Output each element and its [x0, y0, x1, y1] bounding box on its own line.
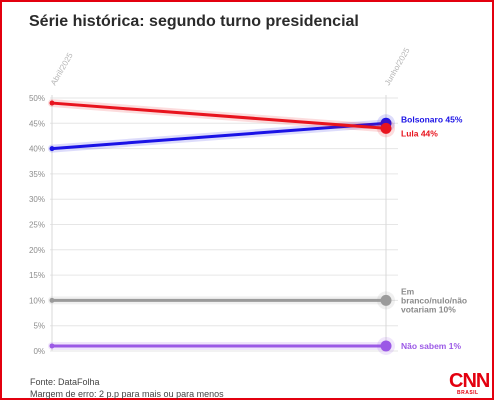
series-line: [50, 101, 388, 130]
logo-text: CNN: [449, 370, 490, 392]
y-tick-label: 25%: [29, 221, 45, 230]
y-tick-label: 15%: [29, 271, 45, 280]
margin-of-error-text: Margem de erro: 2 p.p para mais ou para …: [30, 389, 224, 399]
y-tick-label: 35%: [29, 170, 45, 179]
y-tick-label: 0%: [33, 347, 45, 356]
series-start-point: [49, 100, 55, 106]
series-line: [50, 121, 388, 151]
x-tick-label: Junho/2025: [383, 46, 412, 87]
series-end-label: Não sabem 1%: [401, 341, 461, 351]
cnn-brasil-logo: CNN BRASIL: [449, 370, 494, 400]
series-end-label: Lula 44%: [401, 128, 438, 138]
y-tick-label: 50%: [29, 94, 45, 103]
y-tick-label: 20%: [29, 246, 45, 255]
y-tick-label: 45%: [29, 119, 45, 128]
series-start-point: [49, 343, 55, 349]
logo-subtext: BRASIL: [457, 390, 479, 396]
y-tick-label: 10%: [29, 296, 45, 305]
series-start-point: [49, 297, 55, 303]
x-tick-label: Abril/2025: [49, 51, 75, 87]
series-end-label: votariam 10%: [401, 304, 456, 314]
series-end-point: [380, 340, 392, 352]
y-tick-label: 40%: [29, 145, 45, 154]
series-end-point: [380, 294, 392, 306]
y-tick-label: 30%: [29, 195, 45, 204]
chart-title: Série histórica: segundo turno presidenc…: [29, 13, 359, 30]
source-note: Fonte: DataFolha Margem de erro: 2 p.p p…: [30, 376, 224, 400]
series-end-label: Em: [401, 286, 415, 296]
series-end-label: branco/nulo/não: [401, 295, 467, 305]
series-end-label: Bolsonaro 45%: [401, 114, 463, 124]
y-tick-label: 5%: [33, 322, 45, 331]
series-start-point: [49, 146, 55, 152]
source-text: Fonte: DataFolha: [30, 377, 100, 387]
series-end-point: [380, 122, 392, 134]
